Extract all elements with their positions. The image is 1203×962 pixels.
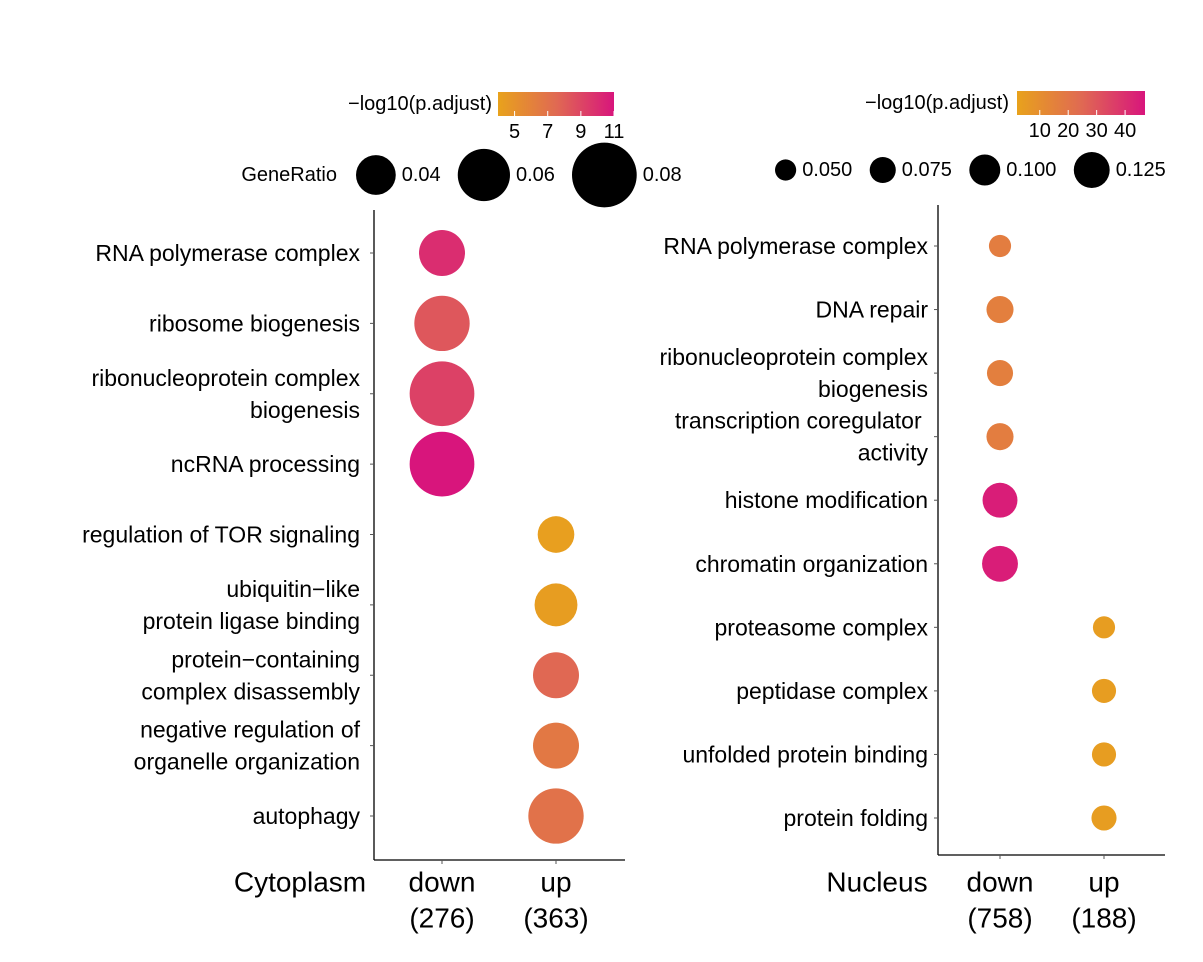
- size-legend-dot: [356, 155, 396, 195]
- data-point: [982, 545, 1018, 582]
- data-point: [534, 583, 578, 627]
- size-legend-dot: [572, 142, 637, 208]
- y-tick-label: RNA polymerase complex: [663, 233, 928, 259]
- color-legend-tick-label: 5: [509, 121, 520, 143]
- size-legend-dot: [1073, 152, 1110, 188]
- size-legend-label: 0.125: [1116, 159, 1166, 181]
- color-legend-tick-label: 11: [604, 121, 625, 143]
- cytoplasm-panel: RNA polymerase complex ribosome biogenesi…: [82, 92, 682, 934]
- y-tick-label: histone modification: [725, 487, 928, 513]
- data-point: [1091, 805, 1117, 831]
- y-tick-label: protein−containing complex disassembly: [141, 646, 360, 704]
- data-point: [1092, 616, 1116, 639]
- data-point: [1091, 742, 1117, 767]
- x-tick-label: up (363): [523, 867, 588, 934]
- color-legend-tick-label: 10: [1029, 120, 1051, 142]
- x-axis-title: Nucleus: [826, 867, 927, 898]
- color-legend-tick-label: 9: [575, 121, 586, 143]
- y-tick-label: DNA repair: [816, 297, 929, 323]
- y-tick-label: ribonucleoprotein complex biogenesis: [92, 365, 361, 423]
- data-point: [537, 516, 575, 553]
- size-legend-label: 0.06: [516, 164, 555, 186]
- color-legend-title: −log10(p.adjust): [348, 93, 492, 115]
- y-tick-label: autophagy: [253, 803, 361, 829]
- y-tick-label: regulation of TOR signaling: [82, 522, 360, 548]
- data-point: [528, 788, 584, 844]
- data-point: [986, 423, 1014, 451]
- data-point: [986, 296, 1014, 324]
- color-legend-tick-label: 20: [1057, 120, 1079, 142]
- data-point: [986, 360, 1014, 387]
- y-tick-label: RNA polymerase complex: [95, 240, 360, 266]
- data-point: [533, 652, 579, 699]
- nucleus-panel: RNA polymerase complex DNA repair ribonucl…: [660, 91, 1166, 934]
- data-point: [982, 482, 1018, 518]
- color-legend-title: −log10(p.adjust): [865, 92, 1009, 114]
- data-point: [409, 361, 475, 427]
- size-legend-label: 0.08: [643, 164, 682, 186]
- x-tick-label: up (188): [1071, 867, 1136, 934]
- x-tick-label: down (276): [409, 867, 476, 934]
- x-tick-label: down (758): [967, 867, 1034, 934]
- y-tick-label: peptidase complex: [736, 678, 928, 704]
- y-tick-label: ncRNA processing: [171, 451, 360, 477]
- y-tick-label: ribonucleoprotein complex biogenesis: [660, 344, 929, 402]
- color-scale-bar: [498, 92, 614, 116]
- size-legend-label: 0.100: [1006, 159, 1056, 181]
- size-legend-title: GeneRatio: [241, 164, 337, 186]
- data-point: [533, 722, 579, 769]
- data-point: [409, 431, 475, 497]
- y-tick-label: ribosome biogenesis: [149, 310, 360, 336]
- data-point: [414, 295, 470, 352]
- y-tick-label: ubiquitin−like protein ligase binding: [143, 576, 360, 634]
- color-legend-tick-label: 7: [542, 121, 553, 143]
- size-legend-label: 0.050: [802, 159, 852, 181]
- data-point: [419, 230, 465, 276]
- size-legend-dot: [969, 154, 1001, 186]
- x-axis-title: Cytoplasm: [234, 867, 366, 898]
- size-legend-dot: [869, 156, 896, 184]
- color-scale-bar: [1017, 91, 1145, 115]
- size-legend-dot: [775, 159, 797, 181]
- size-legend-label: 0.04: [402, 164, 441, 186]
- color-legend-tick-label: 30: [1086, 120, 1108, 142]
- y-tick-label: transcription coregulator activity: [675, 408, 929, 466]
- y-tick-label: proteasome complex: [715, 614, 929, 640]
- y-tick-label: protein folding: [784, 805, 929, 831]
- y-tick-label: chromatin organization: [695, 551, 928, 577]
- size-legend-label: 0.075: [902, 159, 952, 181]
- y-tick-label: unfolded protein binding: [682, 741, 928, 767]
- data-point: [1091, 678, 1117, 703]
- y-tick-label: negative regulation of organelle organiza…: [134, 717, 361, 775]
- data-point: [988, 234, 1012, 258]
- color-legend-tick-label: 40: [1114, 120, 1136, 142]
- size-legend-dot: [457, 148, 510, 202]
